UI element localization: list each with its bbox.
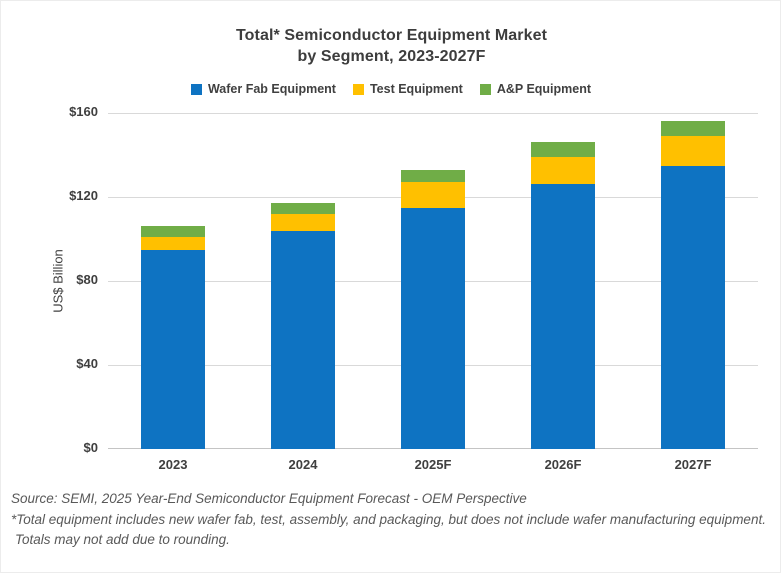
x-tick-label-2025f: 2025F xyxy=(414,457,452,472)
footer-note-total: *Total equipment includes new wafer fab,… xyxy=(11,511,766,527)
y-tick-label-120: $120 xyxy=(69,188,98,203)
chart-title: Total* Semiconductor Equipment Market by… xyxy=(1,25,780,67)
footer-notes: Source: SEMI, 2025 Year-End Semiconducto… xyxy=(11,489,776,551)
stacked-bar-2026f xyxy=(531,142,595,449)
bar-segment-2025f-test-equipment xyxy=(401,182,465,208)
y-tick-label-0: $0 xyxy=(83,440,98,455)
bar-slot-2027f xyxy=(628,113,758,449)
gridline-160 xyxy=(108,113,758,114)
bar-segment-2024-a-p-equipment xyxy=(271,203,335,214)
bar-segment-2023-test-equipment xyxy=(141,236,205,250)
bar-segment-2023-wafer-fab-equipment xyxy=(141,249,205,449)
y-tick-label-40: $40 xyxy=(76,356,98,371)
stacked-bar-2025f xyxy=(401,169,465,449)
bar-slot-2023 xyxy=(108,113,238,449)
bars-group xyxy=(108,113,758,449)
bar-segment-2024-test-equipment xyxy=(271,213,335,231)
chart-title-line2: by Segment, 2023-2027F xyxy=(297,48,486,65)
plot-area xyxy=(108,113,758,449)
legend: Wafer Fab Equipment Test Equipment A&P E… xyxy=(31,82,751,96)
chart-title-line1: Total* Semiconductor Equipment Market xyxy=(236,27,547,44)
bar-segment-2026f-a-p-equipment xyxy=(531,142,595,158)
bar-segment-2027f-a-p-equipment xyxy=(661,121,725,137)
legend-item-test: Test Equipment xyxy=(352,82,463,96)
bar-segment-2026f-test-equipment xyxy=(531,157,595,185)
x-tick-label-2027f: 2027F xyxy=(674,457,712,472)
test-swatch-icon xyxy=(352,83,364,95)
y-axis-title: US$ Billion xyxy=(50,249,66,313)
bar-slot-2024 xyxy=(238,113,368,449)
stacked-bar-2023 xyxy=(141,226,205,449)
footer-source: Source: SEMI, 2025 Year-End Semiconducto… xyxy=(11,491,527,506)
legend-item-ap: A&P Equipment xyxy=(479,82,592,96)
bar-segment-2027f-wafer-fab-equipment xyxy=(661,165,725,449)
x-axis-labels: 2023 2024 2025F 2026F 2027F xyxy=(108,457,758,472)
legend-label-wafer-fab: Wafer Fab Equipment xyxy=(207,82,336,96)
legend-label-ap: A&P Equipment xyxy=(496,82,592,96)
y-tick-label-80: $80 xyxy=(76,272,98,287)
x-tick-label-2024: 2024 xyxy=(288,457,318,472)
bar-segment-2023-a-p-equipment xyxy=(141,226,205,237)
bar-segment-2025f-wafer-fab-equipment xyxy=(401,207,465,449)
stacked-bar-2024 xyxy=(271,203,335,449)
bar-slot-2026f xyxy=(498,113,628,449)
bar-segment-2027f-test-equipment xyxy=(661,136,725,166)
bar-segment-2026f-wafer-fab-equipment xyxy=(531,184,595,449)
bar-slot-2025f xyxy=(368,113,498,449)
x-tick-label-2026f: 2026F xyxy=(544,457,582,472)
stacked-bar-2027f xyxy=(661,121,725,449)
wafer-fab-swatch-icon xyxy=(190,83,202,95)
ap-swatch-icon xyxy=(479,83,491,95)
bar-segment-2024-wafer-fab-equipment xyxy=(271,230,335,449)
x-tick-label-2023: 2023 xyxy=(158,457,188,472)
legend-item-wafer-fab: Wafer Fab Equipment xyxy=(190,82,336,96)
y-tick-label-160: $160 xyxy=(69,104,98,119)
footer-note-rounding: Totals may not add due to rounding. xyxy=(15,532,230,547)
bar-segment-2025f-a-p-equipment xyxy=(401,169,465,183)
legend-label-test: Test Equipment xyxy=(369,82,463,96)
